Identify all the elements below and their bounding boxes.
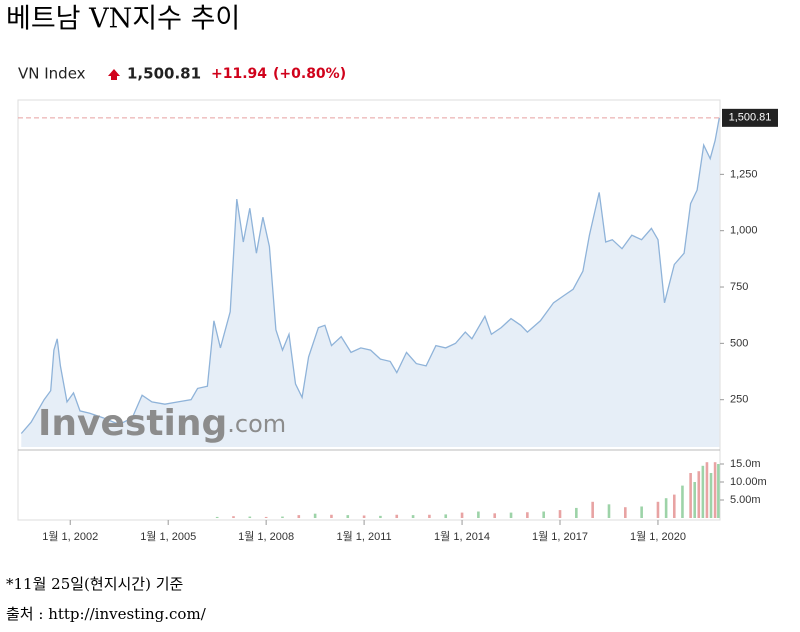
footnote: *11월 25일(현지시간) 기준 <box>6 575 184 593</box>
volume-bar <box>607 504 611 518</box>
plot: 250 500 750 1,000 1,250 1,500.81 5.00m 10.00m 15… <box>17 99 778 543</box>
watermark-suffix: .com <box>227 410 286 438</box>
price-line <box>20 117 720 434</box>
y-tick-label: 750 <box>730 281 748 293</box>
x-tick-label: 1월 1, 2008 <box>238 530 294 543</box>
volume-bar <box>672 494 676 518</box>
volume-bar <box>297 515 301 518</box>
y-tick-label: 250 <box>730 394 748 406</box>
volume-bar <box>705 462 709 518</box>
volume-bar <box>709 473 713 518</box>
volume-bar <box>411 515 415 518</box>
quote-change: +11.94 <box>211 66 267 82</box>
volume-bar <box>395 514 399 518</box>
volume-bar <box>575 507 578 518</box>
volume-bar <box>624 507 627 518</box>
volume-bar <box>362 515 366 518</box>
volume-bar <box>701 465 705 518</box>
volume-bar <box>640 506 643 518</box>
y-tick-label: 10.00m <box>730 476 767 488</box>
x-tick-label: 1월 1, 2017 <box>532 530 588 543</box>
volume-bar <box>693 482 696 518</box>
last-price-box <box>722 108 778 127</box>
y-tick-label: 15.0m <box>730 458 761 470</box>
page-title: 베트남 VN지수 추이 <box>6 4 240 35</box>
volume-bar <box>460 512 464 518</box>
volume-bar <box>542 511 545 518</box>
volume-bar <box>444 514 448 518</box>
volume-bar <box>681 485 684 518</box>
quote-change-pct: (+0.80%) <box>273 66 346 82</box>
volume-bar <box>509 512 513 518</box>
x-tick-label: 1월 1, 2002 <box>42 530 98 543</box>
watermark: Investing.com <box>38 403 286 444</box>
volume-bar <box>493 513 497 518</box>
source: 출처 : http://investing.com/ <box>6 605 207 623</box>
quote-name: VN Index <box>18 65 86 83</box>
volume-bar <box>428 514 431 518</box>
volume-bar <box>526 512 529 518</box>
y-tick-label: 5.00m <box>730 494 761 506</box>
x-tick-label: 1월 1, 2005 <box>140 530 196 543</box>
volume-bar <box>281 516 284 518</box>
volume-bar <box>346 515 350 518</box>
y-tick-label: 1,250 <box>730 168 758 180</box>
x-tick-label: 1월 1, 2011 <box>337 530 392 543</box>
y-tick-label: 500 <box>730 337 748 349</box>
volume-bar <box>379 515 382 518</box>
plot-frame <box>17 99 721 521</box>
volume-bar <box>664 498 668 518</box>
x-tick-label: 1월 1, 2014 <box>434 530 490 543</box>
volume-bar <box>713 462 717 518</box>
area-fill <box>21 117 720 448</box>
volume-bar <box>689 473 692 518</box>
volume-bar <box>215 516 219 518</box>
volume-bar <box>697 471 701 518</box>
y-tick-label: 1,000 <box>730 225 758 237</box>
volume-bar <box>591 501 594 518</box>
up-arrow <box>108 69 120 80</box>
volume-bar <box>477 511 480 518</box>
volume-bar <box>232 516 235 518</box>
watermark-main: Investing <box>38 403 227 444</box>
x-tick-label: 1월 1, 2020 <box>630 530 686 543</box>
volume-bar <box>330 514 333 518</box>
quote-price: 1,500.81 <box>127 65 201 83</box>
volume-bar <box>264 516 268 518</box>
volume-bar <box>558 510 562 518</box>
volume-bar <box>656 501 660 518</box>
last-price-label: 1,500.81 <box>729 112 772 124</box>
volume-bar <box>248 516 252 518</box>
volume-bar <box>717 464 720 518</box>
volume-bar <box>313 513 317 518</box>
